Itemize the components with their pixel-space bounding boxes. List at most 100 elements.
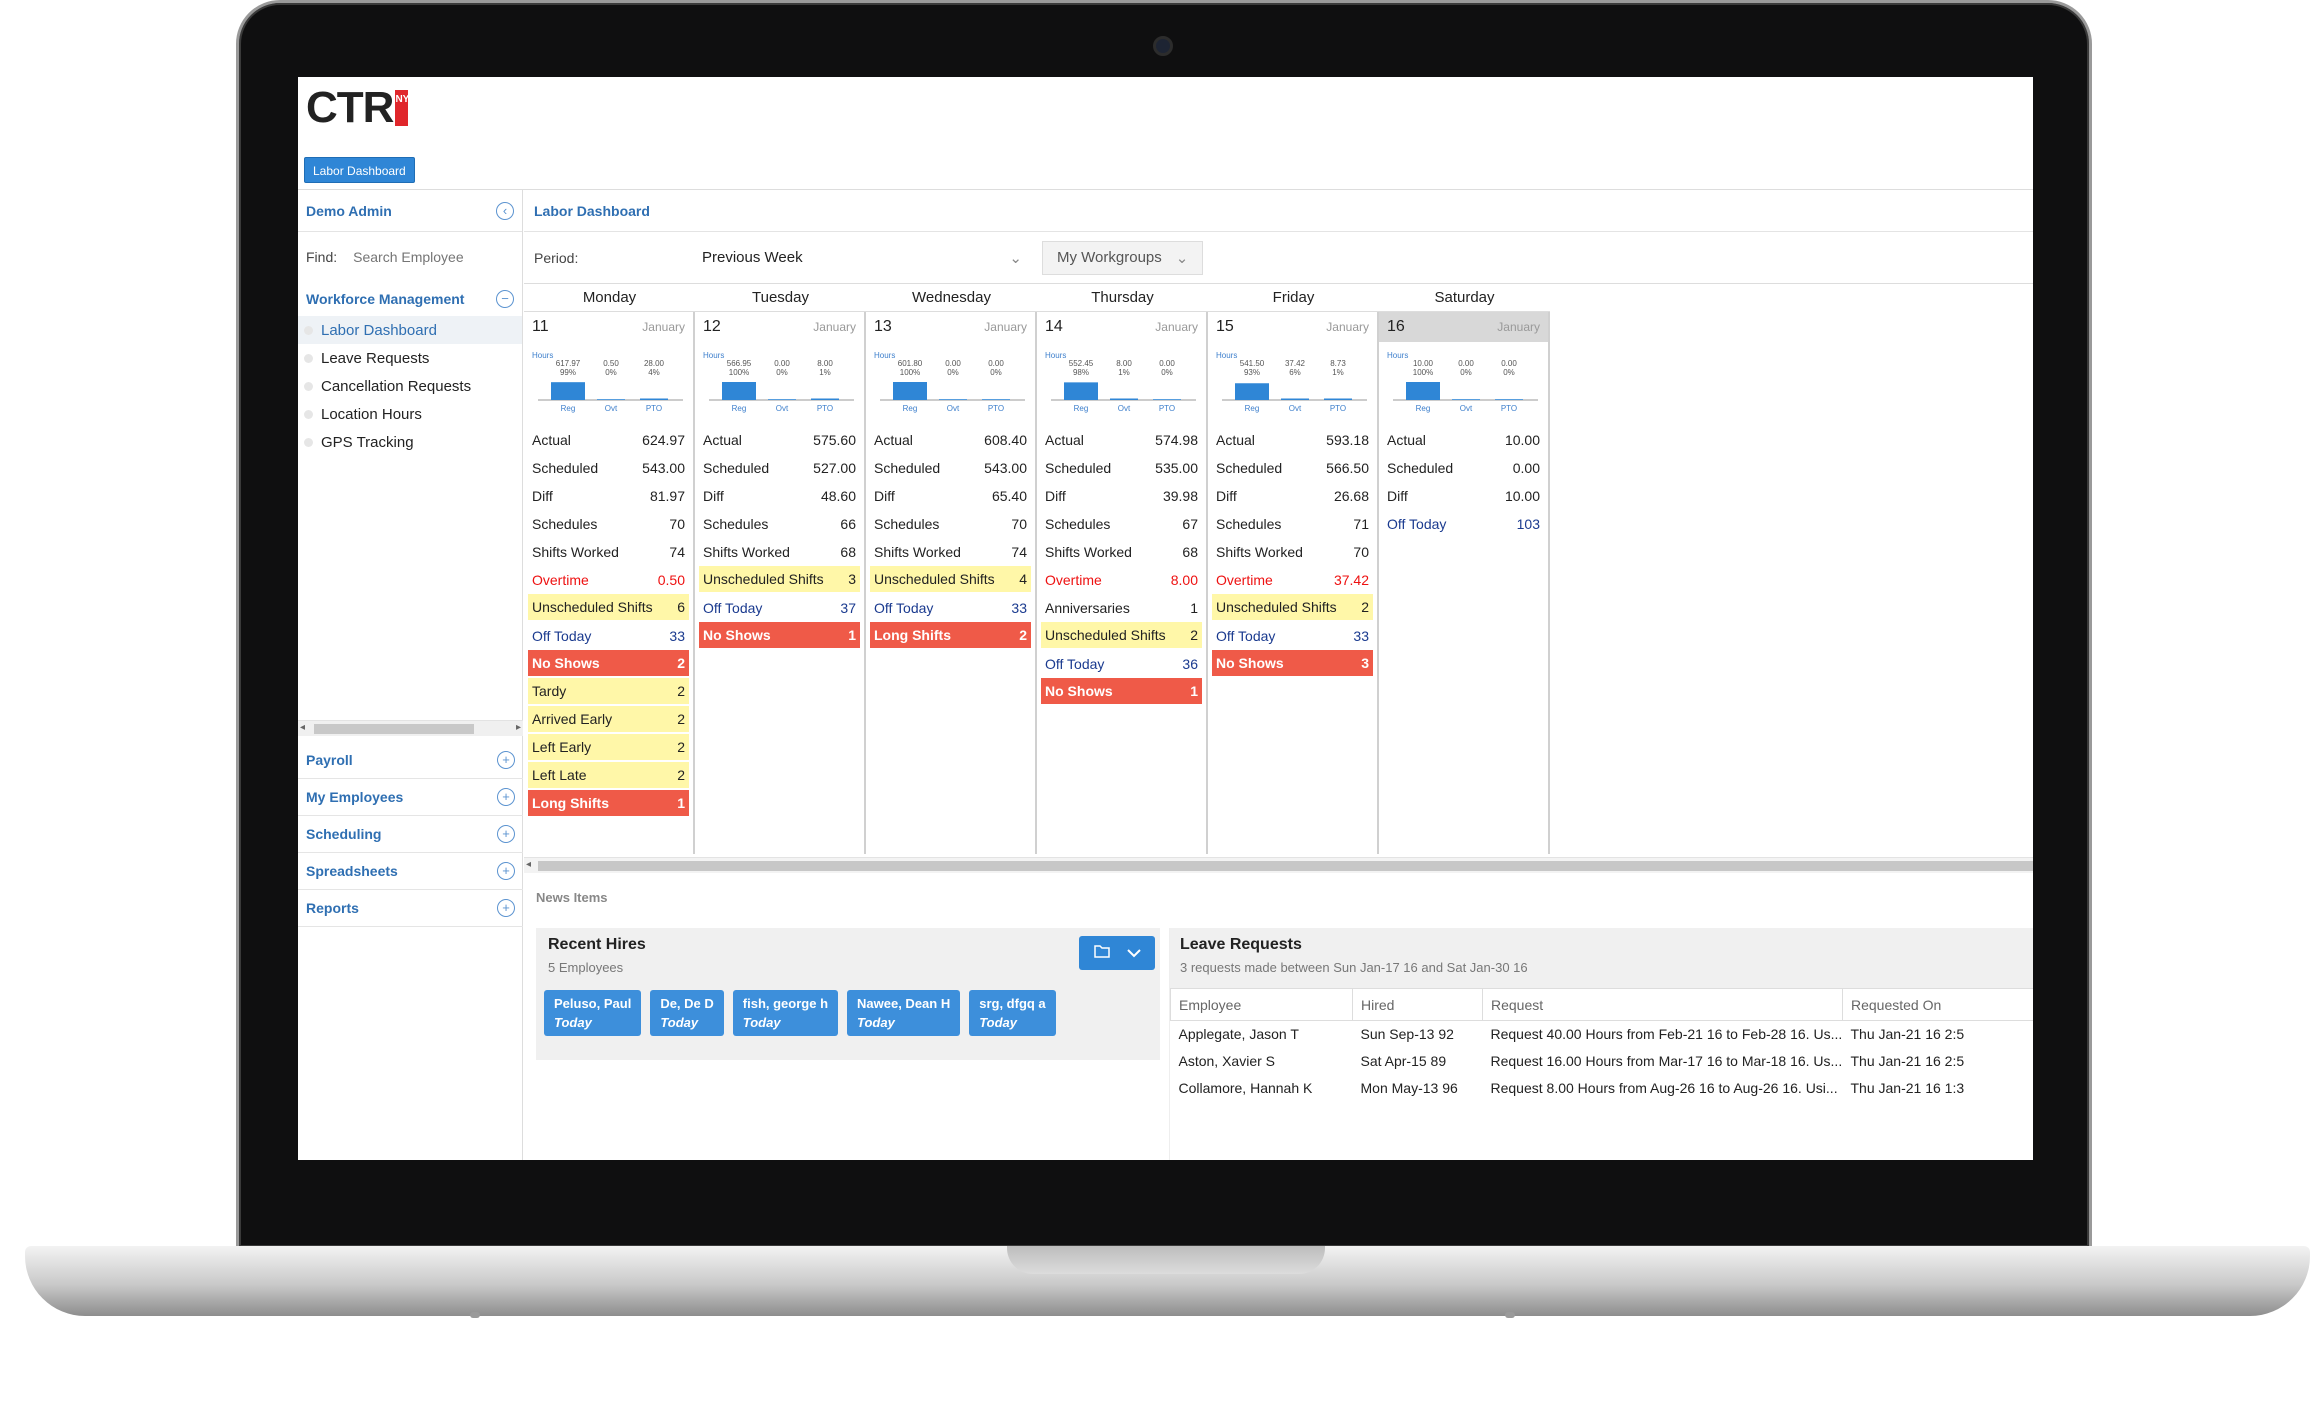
bar-value: 8.00 [1116, 359, 1132, 368]
sidebar-item-location-hours[interactable]: Location Hours [298, 400, 522, 428]
chart-bar-pto [640, 398, 668, 400]
bar-value: 37.42 [1285, 359, 1306, 368]
metric-row-unscheduled-shifts[interactable]: Unscheduled Shifts 6 [528, 594, 689, 622]
metric-label: Off Today [532, 628, 592, 644]
column-header-request[interactable]: Request [1482, 988, 1843, 1021]
metric-label: Actual [1045, 432, 1084, 448]
metric-label: Unscheduled Shifts [1216, 599, 1337, 615]
chart-bar-pto [1495, 399, 1523, 400]
breadcrumb[interactable]: Labor Dashboard [524, 190, 2033, 232]
metric-row-no-shows[interactable]: No Shows 2 [528, 650, 689, 678]
laptop-foot [1505, 1312, 1515, 1318]
metric-label: Off Today [1216, 628, 1276, 644]
sidebar-item-labor-dashboard[interactable]: Labor Dashboard [298, 316, 522, 344]
metric-row-arrived-early[interactable]: Arrived Early 2 [528, 706, 689, 734]
workgroups-select[interactable]: My Workgroups ⌄ [1042, 240, 1204, 275]
collapse-sidebar-icon[interactable]: ‹ [496, 201, 514, 220]
day-header-wednesday: Wednesday [866, 284, 1037, 312]
metric-label: Shifts Worked [1045, 544, 1132, 560]
recent-hires-menu-button[interactable] [1079, 936, 1155, 970]
sidebar-section-scheduling[interactable]: Scheduling + [298, 816, 523, 853]
metric-row-left-early[interactable]: Left Early 2 [528, 734, 689, 762]
table-cell: Thu Jan-21 16 1:3 [1850, 1080, 1965, 1096]
metric-value: 2 [677, 711, 685, 727]
ctr-logo[interactable]: CTR NY [306, 83, 410, 132]
sidebar-section-reports[interactable]: Reports + [298, 890, 523, 927]
search-employee-input[interactable] [353, 249, 504, 265]
expand-plus-icon[interactable]: + [497, 899, 515, 917]
metric-row-unscheduled-shifts[interactable]: Unscheduled Shifts 4 [870, 566, 1031, 594]
metric-row-schedules: Schedules 67 [1041, 510, 1202, 538]
column-header-requested-on[interactable]: Requested On [1842, 988, 2033, 1021]
news-items-label: News Items [536, 890, 608, 905]
day-date: 15 January [1212, 312, 1373, 342]
metric-row-tardy[interactable]: Tardy 2 [528, 678, 689, 706]
leave-requests-title: Leave Requests [1180, 936, 1302, 953]
webcam [1153, 36, 1173, 56]
metric-row-scheduled: Scheduled 543.00 [870, 454, 1031, 482]
metric-row-off-today: Off Today 33 [1212, 622, 1373, 650]
labor-dashboard-button[interactable]: Labor Dashboard [304, 157, 415, 183]
table-row[interactable]: Aston, Xavier S Sat Apr-15 89 Request 16.0… [1171, 1048, 2034, 1075]
metric-label: Actual [532, 432, 571, 448]
days-scrollbar[interactable]: ◂ [524, 857, 2033, 873]
table-row[interactable]: Collamore, Hannah K Mon May-13 96 Request … [1171, 1075, 2034, 1102]
metric-label: Actual [1387, 432, 1426, 448]
metric-label: Diff [1387, 488, 1408, 504]
metric-row-no-shows[interactable]: No Shows 3 [1212, 650, 1373, 678]
metric-label: Schedules [703, 516, 769, 532]
bar-category: Ovt [1289, 404, 1302, 413]
day-column-saturday: 16 January Hours 10.00 100% Reg 0.00 0% Ovt 0.00 0… [1379, 312, 1550, 854]
hours-chart: Hours 10.00 100% Reg 0.00 0% Ovt 0.00 0% PTO [1383, 346, 1544, 426]
metric-row-unscheduled-shifts[interactable]: Unscheduled Shifts 2 [1041, 622, 1202, 650]
sidebar-item-cancellation-requests[interactable]: Cancellation Requests [298, 372, 522, 400]
bar-value: 0.00 [988, 359, 1004, 368]
sidebar-section-my-employees[interactable]: My Employees + [298, 779, 523, 816]
metric-row-unscheduled-shifts[interactable]: Unscheduled Shifts 2 [1212, 594, 1373, 622]
section-label: My Employees [306, 789, 404, 805]
bar-category: PTO [1501, 404, 1517, 413]
expand-plus-icon[interactable]: + [497, 862, 515, 880]
metric-row-long-shifts[interactable]: Long Shifts 1 [528, 790, 689, 818]
expand-plus-icon[interactable]: + [497, 825, 515, 843]
metric-label: Unscheduled Shifts [703, 571, 824, 587]
workforce-management-section[interactable]: Workforce Management − [298, 282, 522, 316]
metric-value: 0.00 [1512, 460, 1540, 476]
section-label: Scheduling [306, 826, 382, 842]
metric-row-scheduled: Scheduled 566.50 [1212, 454, 1373, 482]
sidebar-item-leave-requests[interactable]: Leave Requests [298, 344, 522, 372]
metric-value: 2 [677, 739, 685, 755]
column-header-hired[interactable]: Hired [1352, 988, 1483, 1021]
metric-row-unscheduled-shifts[interactable]: Unscheduled Shifts 3 [699, 566, 860, 594]
expand-plus-icon[interactable]: + [497, 751, 515, 769]
collapse-section-icon[interactable]: − [496, 290, 514, 308]
bullet-icon [304, 325, 313, 335]
metric-label: Overtime [1045, 572, 1102, 588]
sidebar-item-gps-tracking[interactable]: GPS Tracking [298, 428, 522, 456]
recent-hire-chip[interactable]: Peluso, Paul Today [544, 990, 642, 1036]
sidebar-scrollbar[interactable]: ◂ ▸ [298, 720, 523, 736]
column-header-employee[interactable]: Employee [1170, 988, 1353, 1021]
metric-row-long-shifts[interactable]: Long Shifts 2 [870, 622, 1031, 650]
expand-plus-icon[interactable]: + [497, 788, 515, 806]
bar-value: 8.00 [817, 359, 833, 368]
hire-date: Today [660, 1015, 699, 1030]
metric-row-left-late[interactable]: Left Late 2 [528, 762, 689, 790]
metric-value: 543.00 [984, 460, 1027, 476]
sidebar-section-payroll[interactable]: Payroll + [298, 742, 523, 779]
metric-row-diff: Diff 65.40 [870, 482, 1031, 510]
month-label: January [1497, 320, 1540, 334]
period-select[interactable]: Previous Week ⌄ [702, 249, 1032, 267]
recent-hire-chip[interactable]: fish, george h Today [732, 990, 839, 1036]
table-row[interactable]: Applegate, Jason T Sun Sep-13 92 Request 4… [1171, 1021, 2034, 1048]
recent-hire-chip[interactable]: De, De D Today [650, 990, 724, 1036]
chart-hours-label: Hours [1216, 351, 1237, 360]
metric-row-no-shows[interactable]: No Shows 1 [699, 622, 860, 650]
sidebar-section-spreadsheets[interactable]: Spreadsheets + [298, 853, 523, 890]
metric-row-no-shows[interactable]: No Shows 1 [1041, 678, 1202, 706]
recent-hire-chip[interactable]: Nawee, Dean H Today [847, 990, 961, 1036]
day-date: 13 January [870, 312, 1031, 342]
metric-row-diff: Diff 48.60 [699, 482, 860, 510]
recent-hire-chip[interactable]: srg, dfgq a Today [969, 990, 1056, 1036]
